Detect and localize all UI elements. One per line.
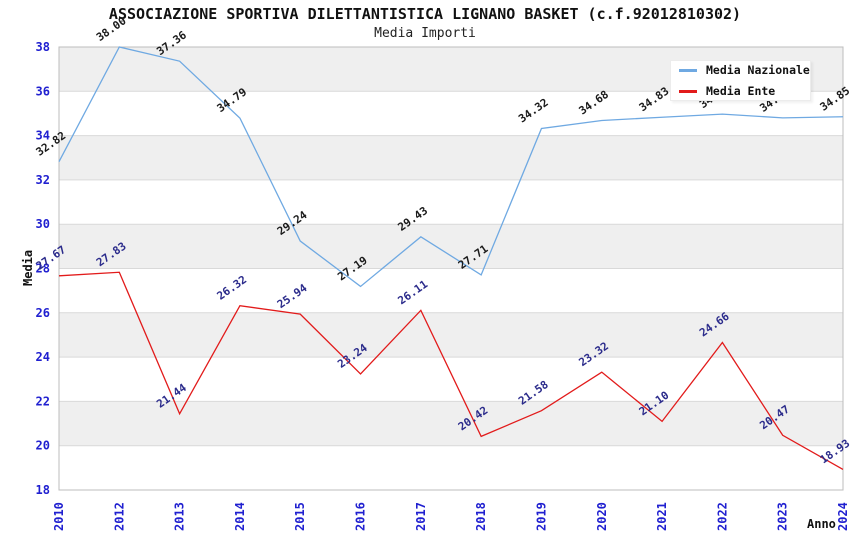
series-line-media-nazionale [58, 46, 844, 288]
legend-label-nazionale: Media Nazionale [706, 63, 810, 77]
series-line-media-ente [58, 271, 844, 470]
plot-band [59, 445, 843, 490]
y-tick-label: 24 [36, 350, 50, 364]
plot-band [59, 268, 843, 313]
x-tick-label: 2016 [354, 502, 368, 531]
plot-band [59, 357, 843, 402]
plot-band [59, 401, 843, 446]
y-tick-label: 22 [36, 394, 50, 408]
plot-band [59, 179, 843, 225]
x-tick-label: 2023 [776, 502, 790, 531]
y-tick-label: 26 [36, 306, 50, 320]
x-tick-label: 2024 [836, 502, 850, 531]
x-tick-label: 2012 [112, 502, 126, 531]
x-tick-label: 2013 [173, 502, 187, 531]
legend-label-ente: Media Ente [706, 84, 776, 98]
y-tick-label: 34 [36, 129, 50, 143]
y-tick-label: 30 [36, 217, 50, 231]
y-tick-label: 18 [36, 483, 50, 497]
y-tick-label: 32 [36, 173, 50, 187]
plot-border [58, 46, 844, 491]
legend-item-media-ente: Media Ente [679, 84, 810, 98]
chart-subtitle: Media Importi [374, 26, 476, 41]
plot-band [59, 312, 843, 358]
legend-item-media-nazionale: Media Nazionale [679, 63, 810, 77]
legend: Media Nazionale Media Ente [670, 60, 811, 101]
legend-line-marker-nazionale [679, 68, 697, 72]
plot-band [59, 135, 843, 180]
x-tick-label: 2014 [233, 502, 247, 531]
x-tick-label: 2010 [52, 502, 66, 531]
y-tick-label: 36 [36, 84, 50, 98]
x-tick-label: 2022 [715, 502, 729, 531]
y-axis-title: Media [21, 249, 35, 286]
x-tick-label: 2015 [293, 502, 307, 531]
plot-band [59, 224, 843, 269]
x-tick-label: 2020 [595, 502, 609, 531]
x-tick-label: 2018 [474, 502, 488, 531]
x-axis-title: Anno [807, 517, 836, 531]
y-tick-label: 28 [36, 262, 50, 276]
y-tick-label: 38 [36, 40, 50, 54]
y-tick-label: 20 [36, 439, 50, 453]
x-tick-label: 2019 [534, 502, 548, 531]
chart-title: ASSOCIAZIONE SPORTIVA DILETTANTISTICA LI… [108, 5, 742, 23]
x-tick-label: 2021 [655, 502, 669, 531]
x-tick-label: 2017 [414, 502, 428, 531]
legend-line-marker-ente [679, 89, 697, 93]
